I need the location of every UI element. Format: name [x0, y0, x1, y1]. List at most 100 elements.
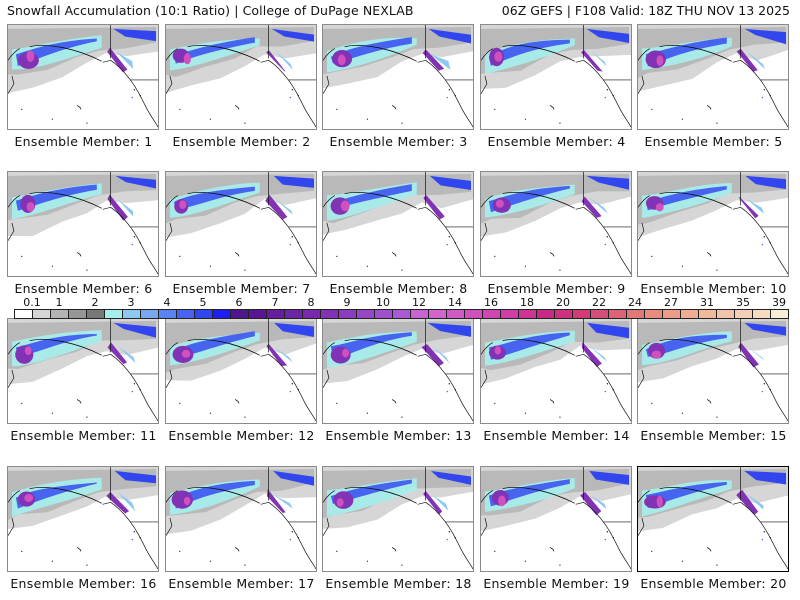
- ensemble-panel-7[interactable]: [165, 171, 317, 277]
- snow-east: [115, 175, 157, 189]
- snowfall-map: [638, 319, 788, 422]
- colorbar-swatch: [375, 310, 393, 318]
- aleutians: [344, 486, 417, 504]
- border-lines: [740, 172, 788, 228]
- snowfall-map: [638, 172, 788, 275]
- colorbar-swatch: [429, 310, 447, 318]
- ensemble-panel-2[interactable]: [165, 24, 317, 130]
- snow-east: [427, 322, 472, 337]
- ensemble-panel-9[interactable]: [480, 171, 632, 277]
- aleutians: [187, 338, 260, 356]
- snow-14in: [181, 349, 191, 358]
- border-lines: [740, 25, 788, 81]
- colorbar-swatch: [699, 310, 717, 318]
- colorbar-tick-label: 8: [307, 296, 315, 309]
- panel-label: Ensemble Member: 4: [487, 134, 626, 149]
- snow-east: [744, 322, 787, 336]
- ensemble-panel-5[interactable]: [637, 24, 789, 130]
- colorbar-tick-label: 1: [55, 296, 63, 309]
- snow-coast-light: [432, 346, 450, 364]
- ensemble-panel-16[interactable]: [7, 466, 159, 572]
- aleutians: [187, 44, 260, 62]
- colorbar-swatch: [321, 310, 339, 318]
- aleutians: [29, 338, 102, 356]
- snow-coast: [423, 490, 443, 515]
- aleutians: [29, 191, 102, 209]
- colorbar-swatch: [771, 310, 788, 318]
- snow-3in: [169, 38, 260, 71]
- snow-14in: [24, 493, 34, 503]
- snowfall-map: [323, 467, 473, 570]
- snow-5in: [15, 334, 97, 357]
- ensemble-panel-13[interactable]: [322, 318, 474, 424]
- snowfall-map: [323, 25, 473, 128]
- colorbar-swatch: [51, 310, 69, 318]
- panel-label: Ensemble Member: 7: [172, 281, 311, 296]
- colorbar-swatch: [195, 310, 213, 318]
- hawaii: [706, 252, 712, 257]
- border-lines: [740, 319, 788, 375]
- snow-coast: [107, 194, 128, 221]
- ensemble-panel-20[interactable]: [637, 466, 789, 572]
- snow-5in: [488, 39, 570, 66]
- panel-label: Ensemble Member: 2: [172, 134, 311, 149]
- snow-5in: [173, 331, 255, 358]
- hawaii: [706, 105, 712, 110]
- colorbar-swatch: [717, 310, 735, 318]
- snow-coast: [106, 492, 130, 514]
- ensemble-panel-11[interactable]: [7, 318, 159, 424]
- snow-14in: [183, 496, 191, 506]
- snow-coast: [107, 342, 128, 365]
- colorbar-swatch: [573, 310, 591, 318]
- snow-14in: [655, 203, 664, 212]
- ensemble-panel-4[interactable]: [480, 24, 632, 130]
- ensemble-panel-1[interactable]: [7, 24, 159, 130]
- ensemble-panel-12[interactable]: [165, 318, 317, 424]
- snow-coast: [423, 195, 445, 220]
- colorbar-tick-label: 2: [91, 296, 99, 309]
- colorbar-swatch: [15, 310, 33, 318]
- snow-5in: [488, 479, 570, 507]
- ensemble-panel-15[interactable]: [637, 318, 789, 424]
- ensemble-panel-6[interactable]: [7, 171, 159, 277]
- ensemble-panel-18[interactable]: [322, 466, 474, 572]
- snow-coast-light: [746, 198, 764, 214]
- snow-coast: [581, 342, 602, 367]
- hawaii: [706, 547, 712, 552]
- aleutians: [659, 486, 732, 504]
- border-lines: [583, 467, 631, 523]
- snow-5in: [645, 186, 727, 211]
- snow-14in: [336, 498, 344, 507]
- colorbar-swatch: [627, 310, 645, 318]
- colorbar-swatch: [105, 310, 123, 318]
- coastline: [323, 342, 473, 422]
- colorbar-tick-label: 7: [271, 296, 279, 309]
- ensemble-panel-3[interactable]: [322, 24, 474, 130]
- colorbar-swatch: [213, 310, 231, 318]
- snow-east: [744, 28, 787, 45]
- hawaii: [706, 399, 712, 404]
- ensemble-panel-14[interactable]: [480, 318, 632, 424]
- coastline: [638, 195, 788, 275]
- panel-label: Ensemble Member: 12: [168, 428, 315, 443]
- colorbar-tick-label: 9: [343, 296, 351, 309]
- coastline: [481, 48, 631, 128]
- ensemble-panel-8[interactable]: [322, 171, 474, 277]
- colorbar-swatch: [753, 310, 771, 318]
- hawaii: [234, 105, 240, 110]
- hawaii: [76, 105, 82, 110]
- ensemble-panel-10[interactable]: [637, 171, 789, 277]
- border-lines: [268, 467, 316, 523]
- hawaii: [76, 547, 82, 552]
- ensemble-panel-19[interactable]: [480, 466, 632, 572]
- ensemble-panel-17[interactable]: [165, 466, 317, 572]
- colorbar-swatch: [33, 310, 51, 318]
- colorbar-tick-label: 5: [199, 296, 207, 309]
- coastline: [8, 490, 158, 570]
- snow-east: [428, 28, 472, 44]
- border-lines: [110, 172, 158, 228]
- panel-label: Ensemble Member: 18: [325, 576, 472, 591]
- snowfall-map: [166, 25, 316, 128]
- hawaii: [549, 105, 555, 110]
- snow-14in: [656, 55, 664, 66]
